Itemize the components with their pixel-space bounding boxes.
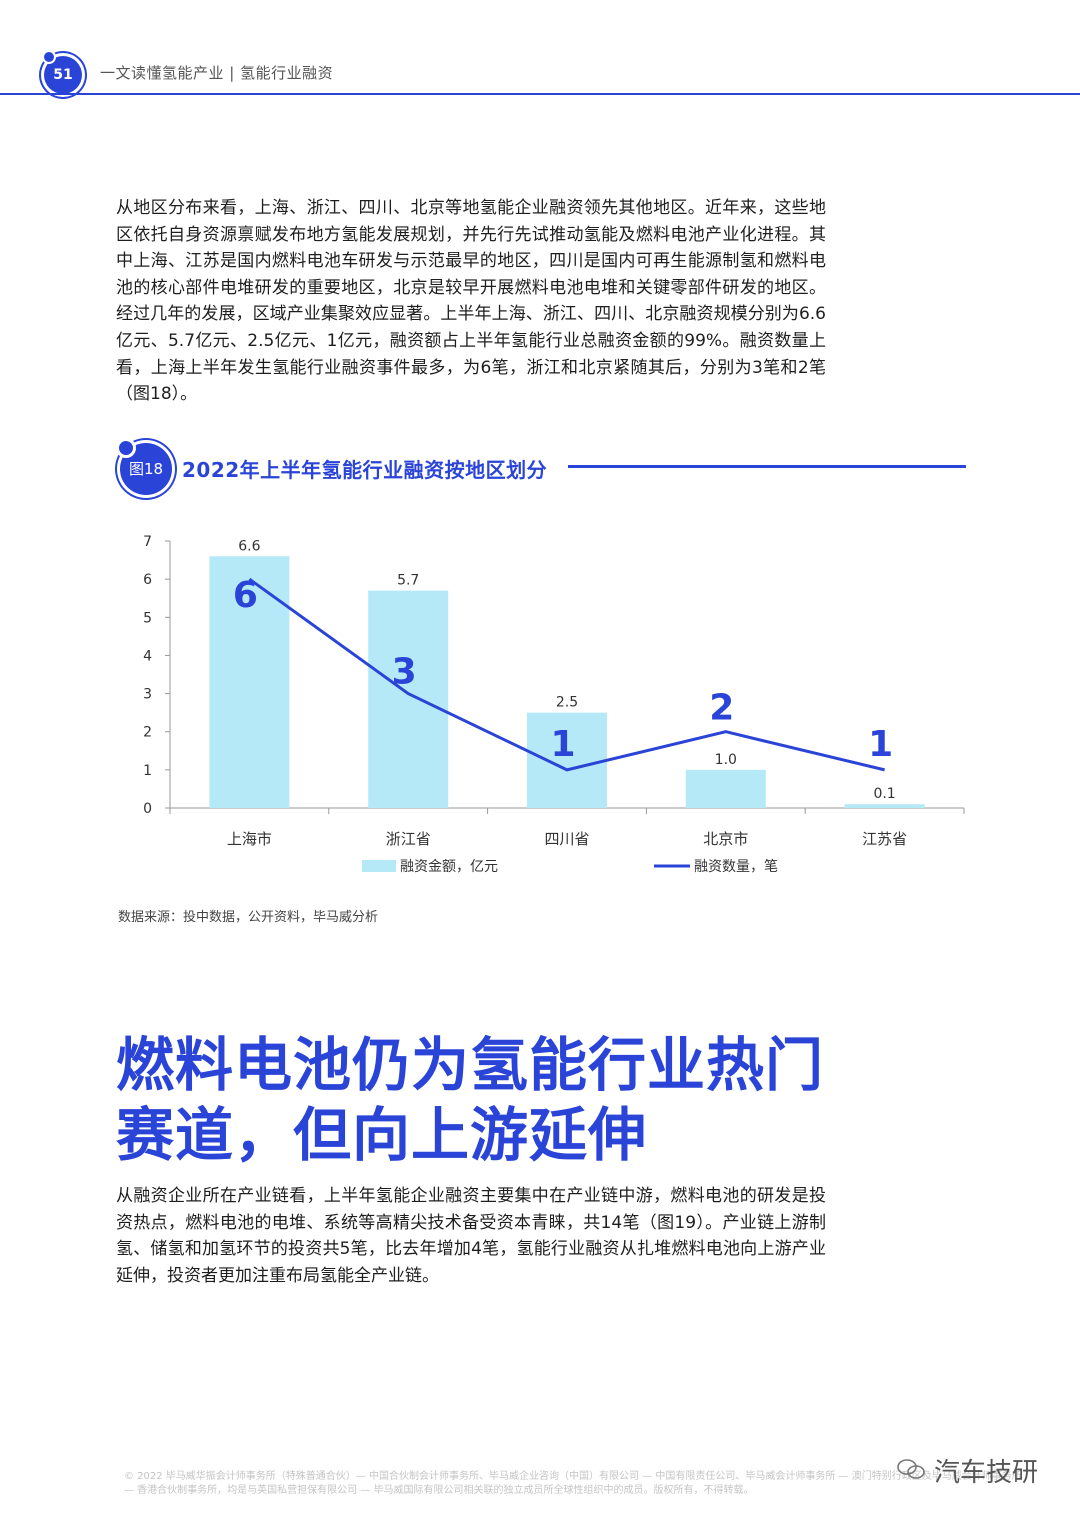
x-tick-label: 北京市 [703, 830, 748, 848]
bar-四川省 [527, 712, 607, 808]
count-label: 3 [392, 652, 417, 693]
wechat-icon [897, 1459, 925, 1479]
count-label: 2 [709, 688, 734, 729]
header-title: 一文读懂氢能产业 | 氢能行业融资 [100, 64, 334, 82]
legend-label-amount: 融资金额，亿元 [400, 859, 498, 875]
bar-value-label: 6.6 [238, 538, 260, 554]
y-tick-label: 7 [143, 534, 152, 550]
bar-value-label: 0.1 [873, 786, 895, 802]
count-label: 6 [233, 575, 258, 616]
count-label: 1 [868, 724, 893, 765]
y-tick-label: 5 [143, 610, 152, 626]
page-header: 51 一文读懂氢能产业 | 氢能行业融资 [0, 0, 1080, 100]
bar-浙江省 [368, 590, 449, 808]
x-tick-label: 四川省 [544, 830, 589, 848]
paragraph-industry-chain: 从融资企业所在产业链看，上半年氢能企业融资主要集中在产业链中游，燃料电池的研发是… [116, 1186, 826, 1286]
headline-line-1: 燃料电池仍为氢能行业热门 [116, 1031, 825, 1099]
legend-label-count: 融资数量，笔 [694, 859, 778, 875]
badge-dot [42, 50, 56, 64]
count-label: 1 [550, 724, 575, 765]
x-tick-label: 江苏省 [862, 830, 907, 848]
copyright-footer: © 2022 毕马威华振会计师事务所（特殊普通合伙）— 中国合伙制会计师事务所、… [124, 1471, 1022, 1496]
watermark-text: 汽车技研 [934, 1458, 1039, 1488]
bar-value-label: 5.7 [397, 573, 419, 589]
page-number-badge: 51 [44, 56, 82, 94]
figure-header: 图18 2022年上半年氢能行业融资按地区划分 [116, 438, 976, 498]
x-tick-label: 上海市 [227, 830, 272, 848]
bar-江苏省 [844, 804, 925, 808]
legend-swatch-amount [362, 860, 396, 872]
financing-by-region-chart: 0 1 2 3 4 5 6 7 6.6 5.7 2.5 1.0 0.1 上海市 浙江省 四川省 北京市 江苏省 6 3… [143, 534, 965, 875]
bar-value-label: 2.5 [556, 695, 578, 711]
header-divider [0, 93, 1080, 95]
headline-line-2: 赛道，但向上游延伸 [116, 1101, 648, 1169]
y-tick-label: 0 [143, 801, 152, 817]
y-tick-label: 2 [143, 725, 152, 741]
figure-title: 2022年上半年氢能行业融资按地区划分 [182, 458, 548, 482]
y-tick-label: 4 [143, 648, 152, 664]
figure-title-rule [568, 465, 966, 468]
paragraph-region-distribution: 从地区分布来看，上海、浙江、四川、北京等地氢能企业融资领先其他地区。近年来，这些… [116, 198, 826, 405]
figure-dot [116, 438, 136, 458]
x-tick-label: 浙江省 [386, 830, 431, 848]
bar-北京市 [685, 769, 766, 808]
data-source: 数据来源：投中数据，公开资料，毕马威分析 [118, 910, 379, 925]
section-headline: 燃料电池仍为氢能行业热门 赛道，但向上游延伸 [116, 1030, 976, 1170]
bar-value-label: 1.0 [715, 752, 737, 768]
count-line [248, 577, 885, 772]
y-tick-label: 6 [143, 572, 152, 588]
y-tick-label: 1 [143, 763, 152, 779]
y-tick-label: 3 [143, 687, 152, 703]
